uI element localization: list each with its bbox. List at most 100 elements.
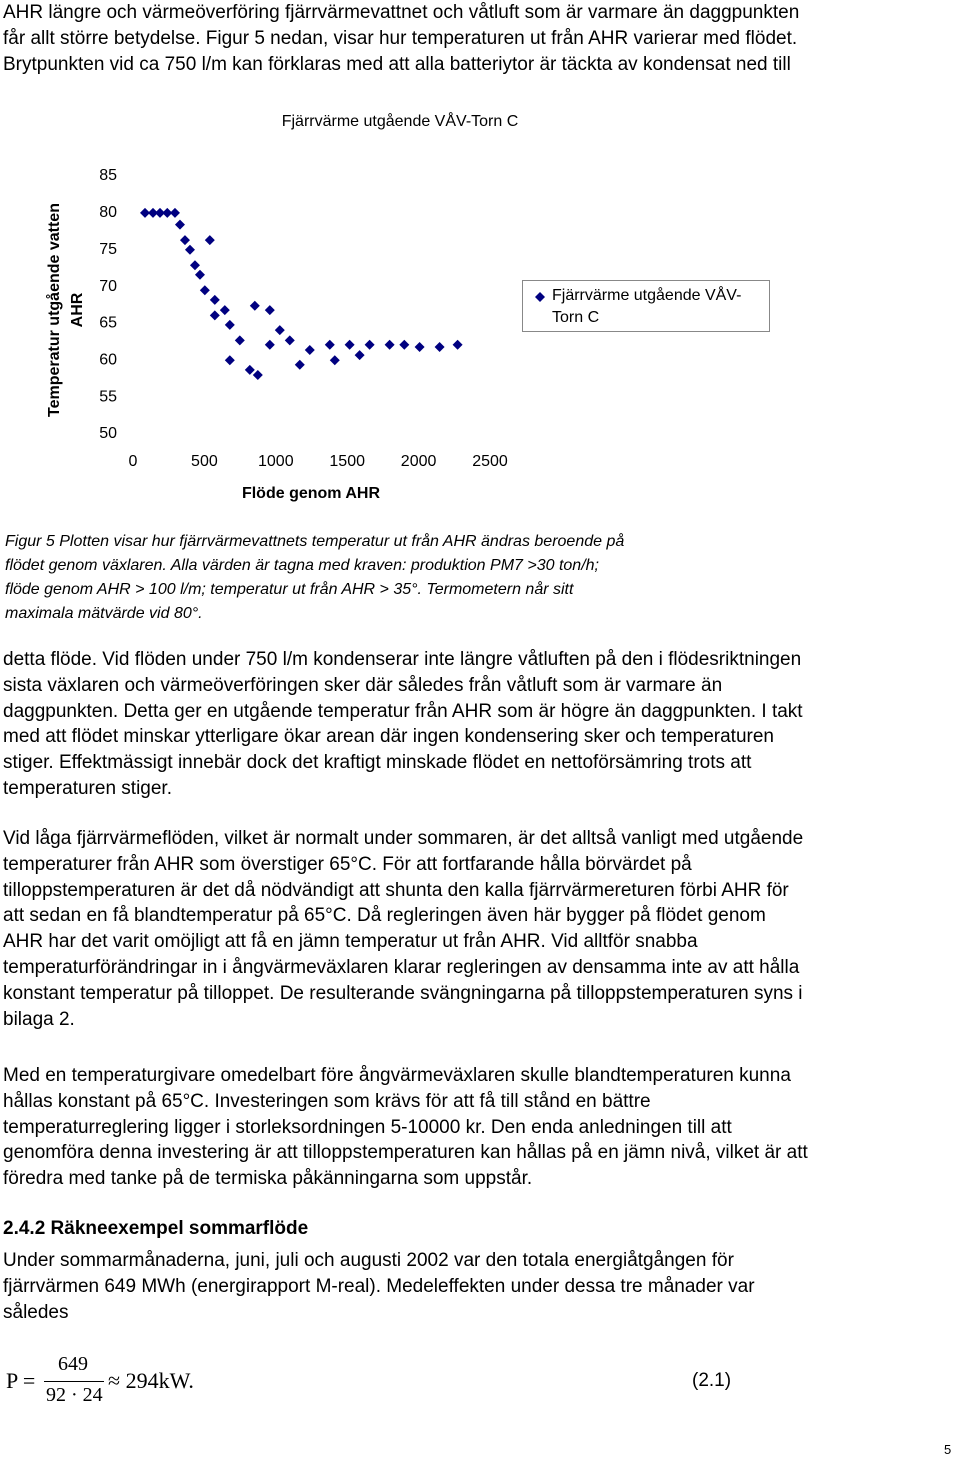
formula-lhs: P = — [6, 1368, 36, 1393]
paragraph: detta flöde. Vid flöden under 750 l/m ko… — [3, 647, 803, 802]
x-tick-label: 2000 — [401, 453, 437, 470]
data-point — [139, 207, 150, 218]
text-line: temperaturen stiger. — [3, 777, 172, 799]
caption: Figur 5 Plotten visar hur fjärrvärmevatt… — [5, 530, 624, 626]
y-tick-label: 70 — [99, 278, 117, 295]
data-point — [294, 359, 305, 370]
formula-number: (2.1) — [692, 1370, 732, 1391]
chart: Fjärrvärme utgående VÅV-Torn C 50 55 60 65 70… — [45, 111, 519, 502]
formula-numerator: 649 — [58, 1353, 88, 1375]
data-point — [224, 319, 235, 330]
data-point — [184, 244, 195, 255]
data-point — [147, 207, 158, 218]
legend: Fjärrvärme utgående VÅV-Torn C — [522, 280, 770, 332]
data-point — [224, 355, 235, 366]
paragraph: Vid låga fjärrvärmeflöden, vilket är nor… — [3, 826, 803, 1032]
text-line: Under sommarmånaderna, juni, juli och au… — [3, 1250, 734, 1271]
y-tick-label: 80 — [99, 204, 117, 221]
data-point — [434, 342, 445, 353]
text-line: Brytpunkten vid ca 750 l/m kan förklaras… — [3, 53, 791, 75]
y-tick-label: 50 — [99, 425, 117, 442]
data-point — [414, 342, 425, 353]
text-line: temperaturer från AHR som överstiger 65°… — [3, 853, 692, 875]
data-point — [189, 260, 200, 271]
data-point — [209, 310, 220, 321]
data-point — [344, 339, 355, 350]
x-tick-label: 0 — [129, 453, 138, 470]
data-point — [384, 339, 395, 350]
x-tick-label: 1000 — [258, 453, 294, 470]
paragraph: Med en temperaturgivare omedelbart före … — [3, 1063, 808, 1192]
data-point — [264, 305, 275, 316]
chart-title: Fjärrvärme utgående VÅV-Torn C — [282, 111, 519, 130]
data-point — [194, 269, 205, 280]
y-tick-label: 55 — [99, 388, 117, 405]
data-point — [244, 364, 255, 375]
text-line: flödet genom växlaren. Alla värden är ta… — [5, 557, 599, 574]
data-point — [174, 219, 185, 230]
text-line: stiger. Effektmässigt innebär dock det k… — [3, 752, 752, 774]
data-point — [264, 339, 275, 350]
y-axis-label: AHR — [69, 292, 86, 327]
data-point — [304, 344, 315, 355]
text-line: föredra med tanke på de termiska påkänni… — [3, 1168, 533, 1190]
y-tick-label: 75 — [99, 241, 117, 258]
data-point — [162, 207, 173, 218]
data-point — [204, 235, 215, 246]
text-line: sista växlaren och värmeöverföringen ske… — [3, 674, 723, 696]
formula-rhs: ≈ 294kW. — [108, 1368, 194, 1393]
text-line: temperaturförändringar in i ångvärmeväxl… — [3, 956, 800, 978]
text-line: att sedan en få blandtemperatur på 65°C.… — [3, 905, 766, 927]
text-line: Med en temperaturgivare omedelbart före … — [3, 1065, 791, 1086]
x-tick-label: 1500 — [329, 453, 365, 470]
fraction-bar — [44, 1381, 104, 1382]
data-point — [452, 339, 463, 350]
formula-denominator: 92 · 24 — [46, 1384, 103, 1406]
text-line: AHR längre och värmeöverföring fjärrvärm… — [3, 2, 800, 23]
text-line: flöde genom AHR > 100 l/m; temperatur ut… — [5, 581, 574, 598]
paragraph: Under sommarmånaderna, juni, juli och au… — [3, 1248, 755, 1325]
y-tick-label: 65 — [99, 315, 117, 332]
text-line: AHR har det varit omöjligt att få en jäm… — [3, 931, 698, 953]
text-line: konstant temperatur på tilloppet. De res… — [3, 982, 803, 1004]
text-line: genomföra denna investering är att tillo… — [3, 1142, 808, 1164]
text-line: bilaga 2. — [3, 1008, 75, 1030]
x-tick-label: 500 — [191, 453, 218, 470]
intro: AHR längre och värmeöverföring fjärrvärm… — [3, 0, 799, 77]
data-point — [219, 305, 230, 316]
heading: 2.4.2 Räkneexempel sommarflöde — [3, 1218, 309, 1239]
data-point — [154, 207, 165, 218]
data-point — [209, 294, 220, 305]
text-line: hållas konstant på 65°C. Investeringen s… — [3, 1090, 651, 1112]
data-point — [324, 339, 335, 350]
data-point — [274, 325, 285, 336]
x-axis-label: Flöde genom AHR — [242, 485, 381, 502]
y-axis-label: Temperatur utgående vatten — [45, 203, 63, 417]
text-line: detta flöde. Vid flöden under 750 l/m ko… — [3, 649, 802, 670]
data-point — [252, 370, 263, 381]
y-tick-label: 85 — [99, 167, 117, 184]
text-line: fjärrvärmen 649 MWh (energirapport M-rea… — [3, 1275, 755, 1297]
data-point — [169, 207, 180, 218]
x-tick-label: 2500 — [472, 453, 508, 470]
data-point — [249, 300, 260, 311]
text-line: temperaturreglering ligger i storleksord… — [3, 1116, 732, 1138]
data-point — [364, 339, 375, 350]
text-line: således — [3, 1301, 69, 1323]
legend-label: Fjärrvärme utgående VÅV-Torn C — [552, 287, 742, 326]
page-number: 5 — [944, 1442, 952, 1457]
text-line: med att flödet minskar ytterligare ökar … — [3, 726, 774, 748]
y-tick-label: 60 — [99, 352, 117, 369]
data-point — [329, 355, 340, 366]
data-point — [179, 235, 190, 246]
text-line: Vid låga fjärrvärmeflöden, vilket är nor… — [3, 828, 804, 849]
text-line: maximala mätvärde vid 80°. — [5, 605, 203, 622]
text-line: tilloppstemperaturen är det då nödvändig… — [3, 879, 789, 901]
text-line: Figur 5 Plotten visar hur fjärrvärmevatt… — [5, 533, 625, 550]
data-point — [234, 335, 245, 346]
legend-marker — [535, 292, 545, 302]
data-point — [199, 285, 210, 296]
data-point — [354, 350, 365, 361]
data-point — [399, 339, 410, 350]
